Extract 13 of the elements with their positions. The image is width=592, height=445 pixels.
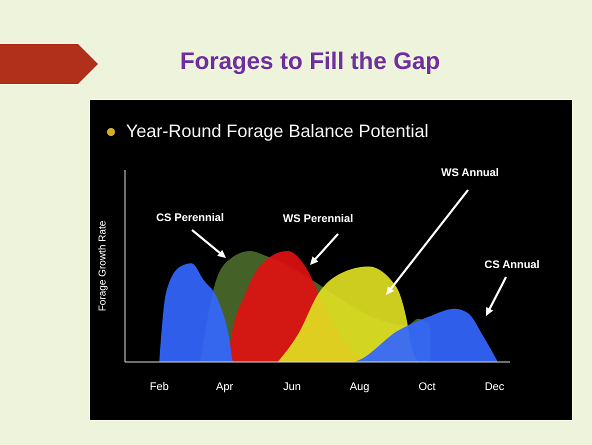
- x-tick-label: Dec: [484, 380, 505, 393]
- text: CS Perennial: [156, 212, 224, 224]
- x-tick-label: Apr: [216, 380, 234, 393]
- chart-subtitle: Year-Round Forage Balance Potential: [126, 121, 429, 142]
- text: WS Perennial: [282, 213, 354, 225]
- chart-title: Forages to Fill the Gap: [178, 48, 442, 76]
- text: WS Annual: [441, 167, 499, 179]
- x-tick-label: Aug: [350, 380, 370, 393]
- x-tick-label: Feb: [150, 380, 169, 393]
- x-tick-label: Oct: [418, 380, 436, 393]
- text: CS Annual: [484, 259, 540, 271]
- y-axis-title: Forage Growth Rate: [98, 220, 108, 312]
- x-tick-label: Jun: [283, 380, 301, 393]
